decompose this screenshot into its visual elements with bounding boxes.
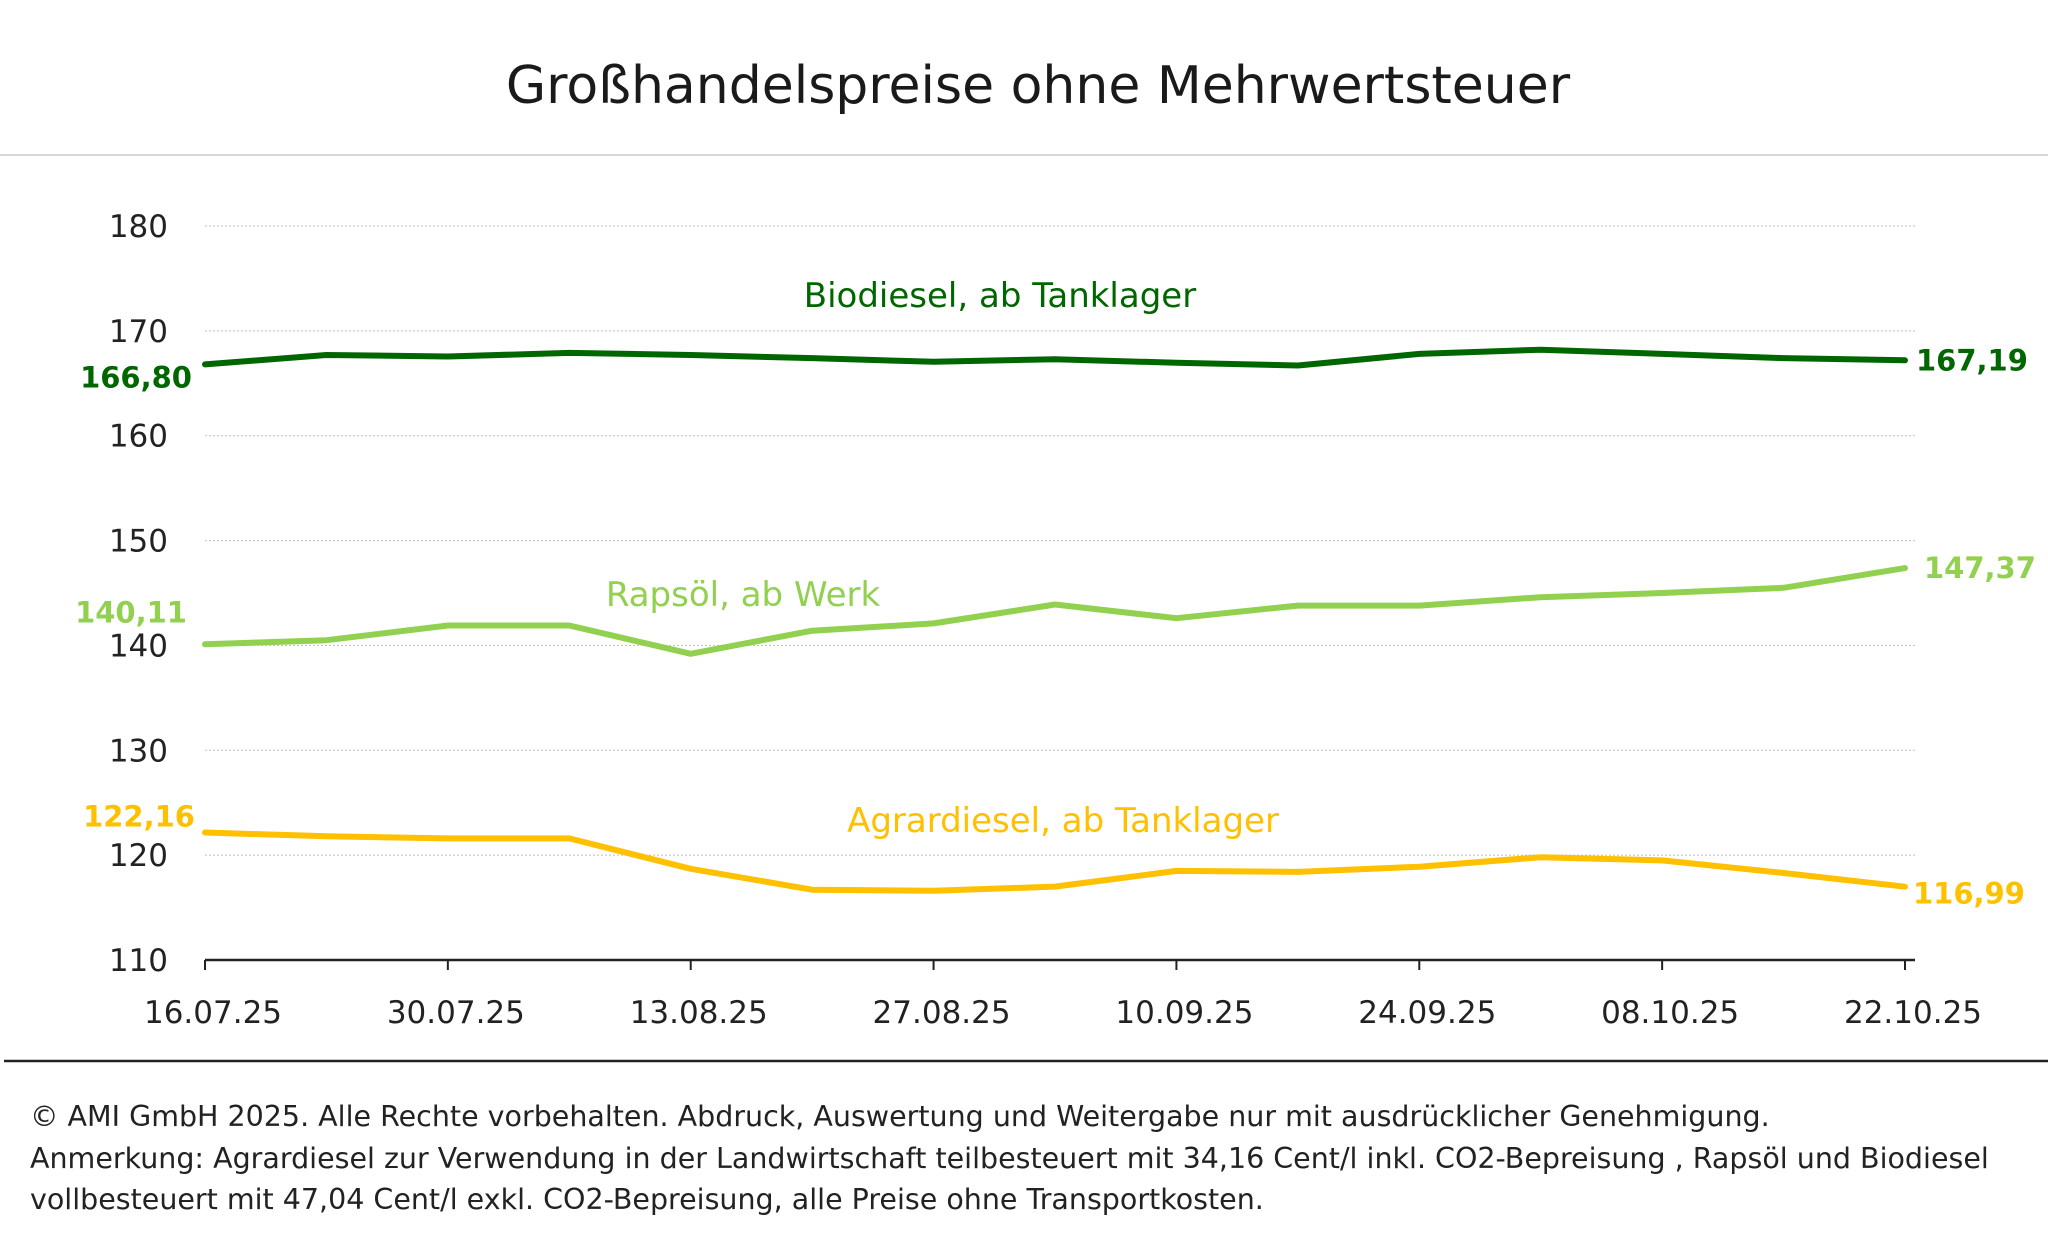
end-value-label: 116,99: [1913, 877, 2025, 911]
series-line: [202, 346, 1908, 369]
series-line: [202, 829, 1908, 894]
x-tick-label: 16.07.25: [144, 995, 282, 1031]
y-tick-label: 180: [109, 209, 168, 245]
y-tick-label: 150: [109, 524, 168, 560]
y-tick-label: 140: [109, 628, 168, 664]
footnote-copyright: © AMI GmbH 2025. Alle Rechte vorbehalten…: [30, 1100, 1770, 1133]
end-value-label: 167,19: [1916, 343, 2028, 377]
footnote-remark-2: vollbesteuert mit 47,04 Cent/l exkl. CO2…: [30, 1183, 1264, 1216]
x-tick-label: 24.09.25: [1358, 995, 1496, 1031]
series-label: Agrardiesel, ab Tanklager: [847, 801, 1279, 841]
y-tick-label: 120: [109, 838, 168, 874]
chart-title: Großhandelspreise ohne Mehrwertsteuer: [506, 56, 1571, 116]
y-tick-label: 170: [109, 314, 168, 350]
start-value-label: 122,16: [83, 799, 195, 833]
x-tick-label: 30.07.25: [387, 995, 525, 1031]
x-tick-label: 22.10.25: [1844, 995, 1982, 1031]
y-tick-label: 160: [109, 419, 168, 455]
x-tick-label: 08.10.25: [1601, 995, 1739, 1031]
y-tick-label: 130: [109, 733, 168, 769]
series-label: Rapsöl, ab Werk: [606, 575, 881, 615]
footnote-remark-1: Anmerkung: Agrardiesel zur Verwendung in…: [30, 1142, 1989, 1175]
start-value-label: 140,11: [75, 595, 187, 629]
x-tick-label: 13.08.25: [630, 995, 768, 1031]
series-line: [202, 565, 1908, 657]
x-tick-label: 10.09.25: [1115, 995, 1253, 1031]
end-value-label: 147,37: [1924, 551, 2036, 585]
start-value-label: 166,80: [80, 360, 192, 394]
y-tick-label: 110: [109, 943, 168, 979]
series-label: Biodiesel, ab Tanklager: [804, 276, 1196, 316]
x-tick-label: 27.08.25: [873, 995, 1011, 1031]
